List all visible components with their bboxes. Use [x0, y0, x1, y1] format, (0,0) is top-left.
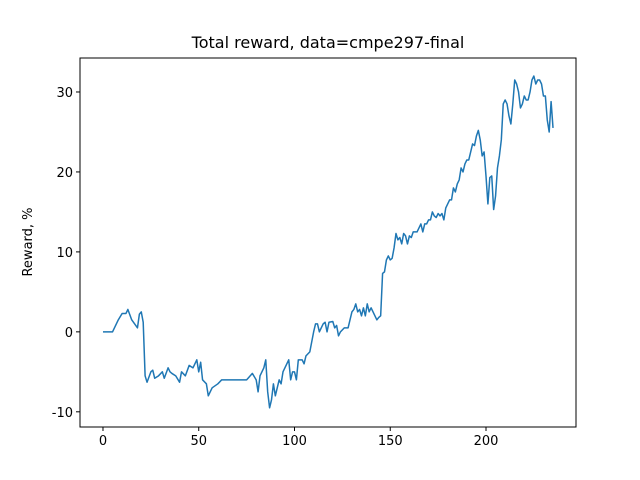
y-tick-label: 20: [56, 166, 73, 181]
data-line: [102, 75, 554, 409]
x-tick-label: 200: [474, 434, 499, 449]
y-tick-label: 30: [56, 86, 73, 101]
x-tick-label: 0: [99, 434, 107, 449]
chart-title: Total reward, data=cmpe297-final: [191, 33, 465, 52]
x-tick-label: 100: [282, 434, 307, 449]
y-tick-label: -10: [52, 406, 73, 421]
y-tick-label: 10: [56, 246, 73, 261]
x-tick-label: 150: [378, 434, 403, 449]
x-tick-label: 50: [190, 434, 207, 449]
y-tick-label: 0: [65, 326, 73, 341]
plot-frame: [79, 57, 577, 428]
y-axis-label: Reward, %: [21, 207, 36, 276]
